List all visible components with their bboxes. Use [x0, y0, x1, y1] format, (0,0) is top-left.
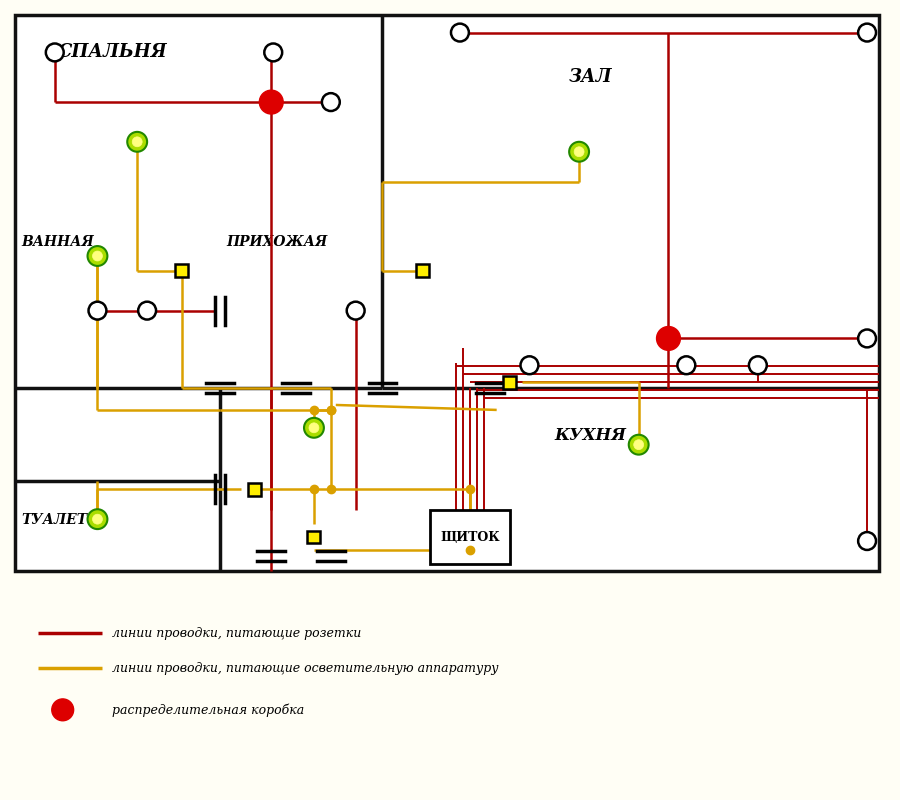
- Text: КУХНЯ: КУХНЯ: [554, 426, 626, 444]
- Circle shape: [265, 43, 283, 62]
- Bar: [503, 376, 516, 389]
- Circle shape: [46, 43, 64, 62]
- Circle shape: [634, 440, 643, 450]
- Circle shape: [309, 423, 319, 433]
- Circle shape: [88, 302, 106, 319]
- Circle shape: [569, 142, 589, 162]
- Circle shape: [657, 326, 680, 350]
- Bar: [416, 265, 428, 278]
- Bar: [308, 530, 320, 543]
- Circle shape: [629, 434, 649, 454]
- Text: ПРИХОЖАЯ: ПРИХОЖАЯ: [227, 235, 328, 249]
- Text: линии проводки, питающие розетки: линии проводки, питающие розетки: [112, 627, 362, 640]
- Circle shape: [520, 356, 538, 374]
- Circle shape: [93, 514, 103, 524]
- Text: ТУАЛЕТ: ТУАЛЕТ: [21, 513, 87, 527]
- Bar: [430, 510, 509, 564]
- Circle shape: [322, 93, 340, 111]
- Text: линии проводки, питающие осветительную аппаратуру: линии проводки, питающие осветительную а…: [112, 662, 499, 674]
- Circle shape: [304, 418, 324, 438]
- Circle shape: [451, 24, 469, 42]
- Circle shape: [52, 699, 74, 721]
- Text: СПАЛЬНЯ: СПАЛЬНЯ: [58, 43, 167, 62]
- Circle shape: [87, 246, 107, 266]
- Circle shape: [259, 90, 284, 114]
- Circle shape: [87, 510, 107, 529]
- Text: ВАННАЯ: ВАННАЯ: [21, 235, 94, 249]
- Circle shape: [858, 24, 876, 42]
- Circle shape: [858, 330, 876, 347]
- Bar: [176, 265, 188, 278]
- Circle shape: [858, 532, 876, 550]
- Text: ЩИТОК: ЩИТОК: [440, 530, 500, 543]
- Circle shape: [93, 251, 103, 261]
- Text: распределительная коробка: распределительная коробка: [112, 703, 304, 717]
- Circle shape: [139, 302, 156, 319]
- Circle shape: [574, 146, 584, 157]
- Circle shape: [678, 356, 696, 374]
- Bar: [248, 483, 261, 496]
- Circle shape: [132, 137, 142, 146]
- Circle shape: [749, 356, 767, 374]
- Text: ЗАЛ: ЗАЛ: [569, 68, 613, 86]
- Circle shape: [127, 132, 147, 152]
- Circle shape: [346, 302, 364, 319]
- Bar: [15, 14, 879, 571]
